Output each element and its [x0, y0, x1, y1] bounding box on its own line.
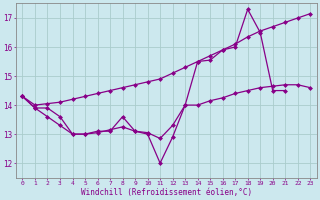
X-axis label: Windchill (Refroidissement éolien,°C): Windchill (Refroidissement éolien,°C): [81, 188, 252, 197]
